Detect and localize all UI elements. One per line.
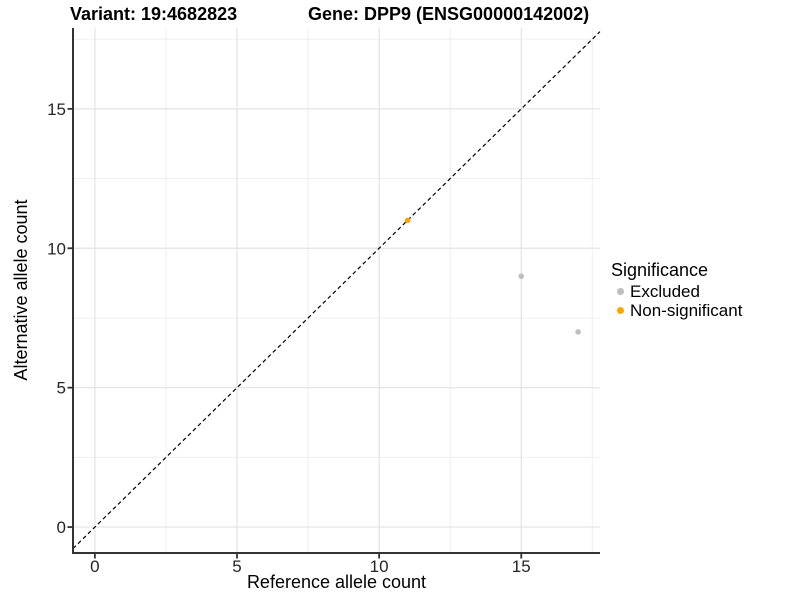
y-axis-title: Alternative allele count bbox=[11, 199, 31, 381]
data-point-excluded bbox=[518, 273, 525, 279]
legend-item-label: Non-significant bbox=[630, 300, 743, 320]
legend-title: Significance bbox=[611, 260, 709, 280]
x-axis-title: Reference allele count bbox=[246, 572, 427, 592]
legend-item-non-significant: Non-significant bbox=[611, 301, 742, 320]
data-point-non-significant bbox=[404, 217, 411, 224]
minor-gridlines bbox=[73, 28, 600, 553]
y-tick-label: 5 bbox=[57, 379, 66, 398]
y-axis-ticks: 0 5 10 15 bbox=[47, 100, 73, 537]
axis-lines bbox=[72, 28, 600, 554]
legend-items: Excluded Non-significant bbox=[611, 282, 742, 320]
y-tick-label: 0 bbox=[57, 518, 66, 537]
variant-title: Variant: 19:4682823 bbox=[70, 4, 238, 24]
x-tick-label: 10 bbox=[370, 557, 389, 576]
legend-key-dot bbox=[617, 307, 624, 314]
legend-item-excluded: Excluded bbox=[611, 282, 742, 301]
data-point-excluded bbox=[575, 329, 581, 335]
legend-item-label: Excluded bbox=[630, 281, 700, 301]
legend-key-dot bbox=[617, 288, 624, 295]
y-tick-label: 15 bbox=[47, 100, 66, 119]
major-gridlines bbox=[73, 28, 600, 553]
data-points bbox=[404, 217, 581, 335]
x-tick-label: 15 bbox=[512, 557, 531, 576]
x-tick-label: 0 bbox=[90, 557, 99, 576]
x-tick-label: 5 bbox=[232, 557, 241, 576]
y-tick-label: 10 bbox=[47, 239, 66, 258]
legend: Significance Excluded Non-significant bbox=[611, 260, 742, 320]
gene-title: Gene: DPP9 (ENSG00000142002) bbox=[308, 4, 590, 24]
x-axis-ticks: 0 5 10 15 bbox=[90, 553, 531, 576]
